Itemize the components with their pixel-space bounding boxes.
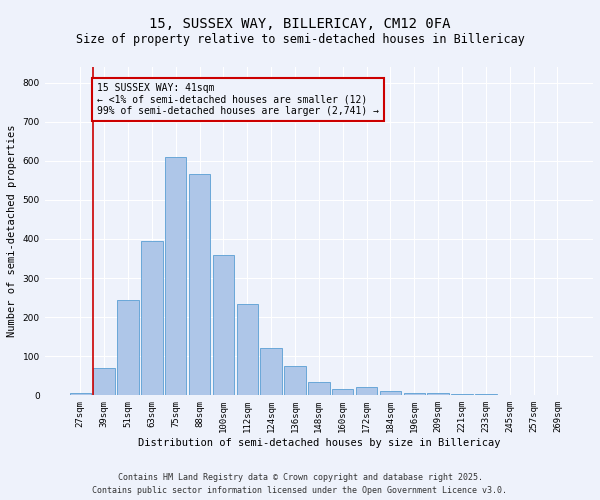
- Bar: [332, 388, 353, 396]
- Text: Contains public sector information licensed under the Open Government Licence v3: Contains public sector information licen…: [92, 486, 508, 495]
- Bar: [141, 241, 163, 396]
- Bar: [236, 304, 258, 396]
- Bar: [380, 392, 401, 396]
- Text: Contains HM Land Registry data © Crown copyright and database right 2025.: Contains HM Land Registry data © Crown c…: [118, 472, 482, 482]
- Bar: [117, 300, 139, 396]
- Text: 15, SUSSEX WAY, BILLERICAY, CM12 0FA: 15, SUSSEX WAY, BILLERICAY, CM12 0FA: [149, 18, 451, 32]
- Bar: [284, 366, 306, 396]
- Bar: [94, 368, 115, 396]
- Bar: [523, 394, 544, 396]
- Bar: [212, 254, 234, 396]
- Text: Size of property relative to semi-detached houses in Billericay: Size of property relative to semi-detach…: [76, 32, 524, 46]
- Bar: [189, 174, 210, 396]
- Bar: [165, 157, 187, 396]
- Text: 15 SUSSEX WAY: 41sqm
← <1% of semi-detached houses are smaller (12)
99% of semi-: 15 SUSSEX WAY: 41sqm ← <1% of semi-detac…: [97, 82, 379, 116]
- Bar: [260, 348, 282, 396]
- Bar: [499, 394, 520, 396]
- Bar: [70, 394, 91, 396]
- X-axis label: Distribution of semi-detached houses by size in Billericay: Distribution of semi-detached houses by …: [137, 438, 500, 448]
- Bar: [451, 394, 473, 396]
- Bar: [475, 394, 497, 396]
- Bar: [356, 387, 377, 396]
- Bar: [427, 394, 449, 396]
- Bar: [308, 382, 329, 396]
- Y-axis label: Number of semi-detached properties: Number of semi-detached properties: [7, 125, 17, 338]
- Bar: [404, 394, 425, 396]
